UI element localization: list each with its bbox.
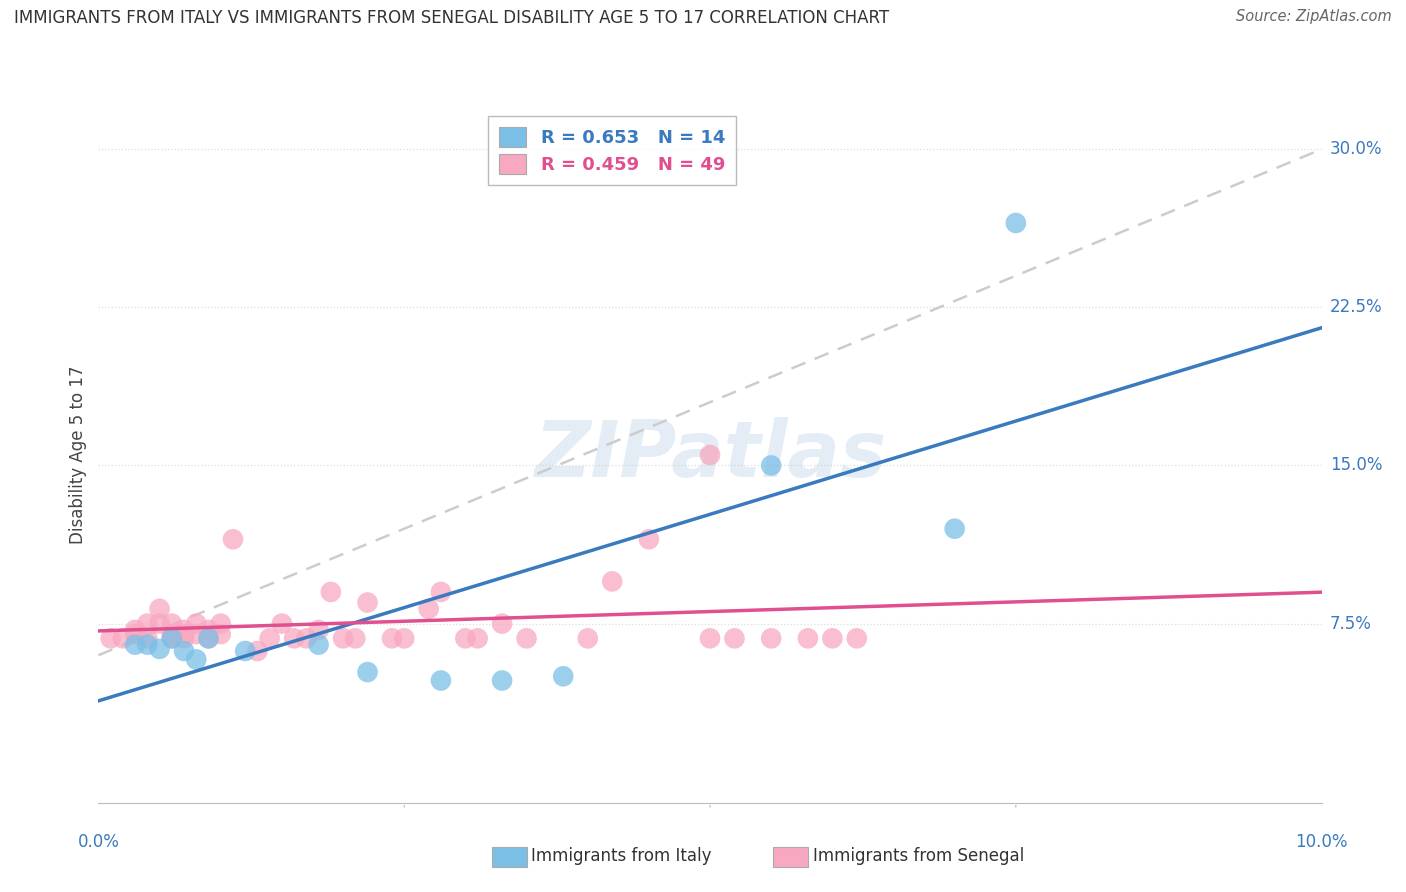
Text: Source: ZipAtlas.com: Source: ZipAtlas.com bbox=[1236, 9, 1392, 24]
Point bbox=[136, 638, 159, 652]
Point bbox=[124, 638, 146, 652]
Point bbox=[149, 641, 172, 656]
Point bbox=[467, 632, 489, 646]
Point bbox=[283, 632, 305, 646]
Point bbox=[759, 458, 782, 473]
Point bbox=[723, 632, 745, 646]
Point bbox=[845, 632, 868, 646]
Point bbox=[186, 652, 208, 666]
Point bbox=[173, 623, 195, 637]
Point bbox=[186, 627, 208, 641]
Text: 0.0%: 0.0% bbox=[77, 833, 120, 851]
Point bbox=[308, 638, 330, 652]
Text: IMMIGRANTS FROM ITALY VS IMMIGRANTS FROM SENEGAL DISABILITY AGE 5 TO 17 CORRELAT: IMMIGRANTS FROM ITALY VS IMMIGRANTS FROM… bbox=[14, 9, 889, 27]
Point bbox=[124, 623, 146, 637]
Point bbox=[222, 533, 245, 547]
Point bbox=[173, 644, 195, 658]
Point bbox=[136, 616, 159, 631]
Point bbox=[160, 627, 183, 641]
Point bbox=[821, 632, 844, 646]
Point bbox=[356, 595, 378, 609]
Text: 30.0%: 30.0% bbox=[1330, 140, 1382, 158]
Legend: R = 0.653   N = 14, R = 0.459   N = 49: R = 0.653 N = 14, R = 0.459 N = 49 bbox=[488, 116, 735, 185]
Point bbox=[454, 632, 477, 646]
Point bbox=[553, 669, 575, 683]
Point bbox=[699, 632, 721, 646]
Text: Immigrants from Italy: Immigrants from Italy bbox=[531, 847, 711, 865]
Point bbox=[381, 632, 404, 646]
Point bbox=[197, 623, 219, 637]
Y-axis label: Disability Age 5 to 17: Disability Age 5 to 17 bbox=[69, 366, 87, 544]
Point bbox=[100, 632, 122, 646]
Point bbox=[136, 632, 159, 646]
Point bbox=[392, 632, 416, 646]
Point bbox=[319, 585, 342, 599]
Point bbox=[160, 632, 183, 646]
Point bbox=[173, 627, 195, 641]
Point bbox=[576, 632, 599, 646]
Point bbox=[295, 632, 318, 646]
Text: 10.0%: 10.0% bbox=[1295, 833, 1348, 851]
Point bbox=[699, 448, 721, 462]
Text: 22.5%: 22.5% bbox=[1330, 298, 1382, 317]
Point bbox=[491, 616, 513, 631]
Point bbox=[418, 602, 440, 616]
Point bbox=[259, 632, 281, 646]
Point bbox=[160, 632, 183, 646]
Point bbox=[209, 627, 232, 641]
Point bbox=[111, 632, 134, 646]
Text: Immigrants from Senegal: Immigrants from Senegal bbox=[813, 847, 1024, 865]
Point bbox=[943, 522, 966, 536]
Point bbox=[173, 632, 195, 646]
Point bbox=[124, 627, 146, 641]
Point bbox=[197, 632, 219, 646]
Point bbox=[197, 632, 219, 646]
Point bbox=[149, 616, 172, 631]
Point bbox=[759, 632, 782, 646]
Point bbox=[600, 574, 623, 589]
Point bbox=[246, 644, 269, 658]
Point bbox=[160, 616, 183, 631]
Point bbox=[491, 673, 513, 688]
Point bbox=[308, 623, 330, 637]
Point bbox=[430, 673, 453, 688]
Text: 15.0%: 15.0% bbox=[1330, 457, 1382, 475]
Point bbox=[344, 632, 367, 646]
Text: 7.5%: 7.5% bbox=[1330, 615, 1372, 632]
Point bbox=[186, 616, 208, 631]
Point bbox=[797, 632, 820, 646]
Point bbox=[270, 616, 292, 631]
Point bbox=[430, 585, 453, 599]
Text: ZIPatlas: ZIPatlas bbox=[534, 417, 886, 493]
Point bbox=[637, 533, 661, 547]
Point bbox=[356, 665, 378, 679]
Point bbox=[209, 616, 232, 631]
Point bbox=[149, 602, 172, 616]
Point bbox=[332, 632, 354, 646]
Point bbox=[516, 632, 538, 646]
Point bbox=[233, 644, 256, 658]
Point bbox=[1004, 216, 1026, 230]
